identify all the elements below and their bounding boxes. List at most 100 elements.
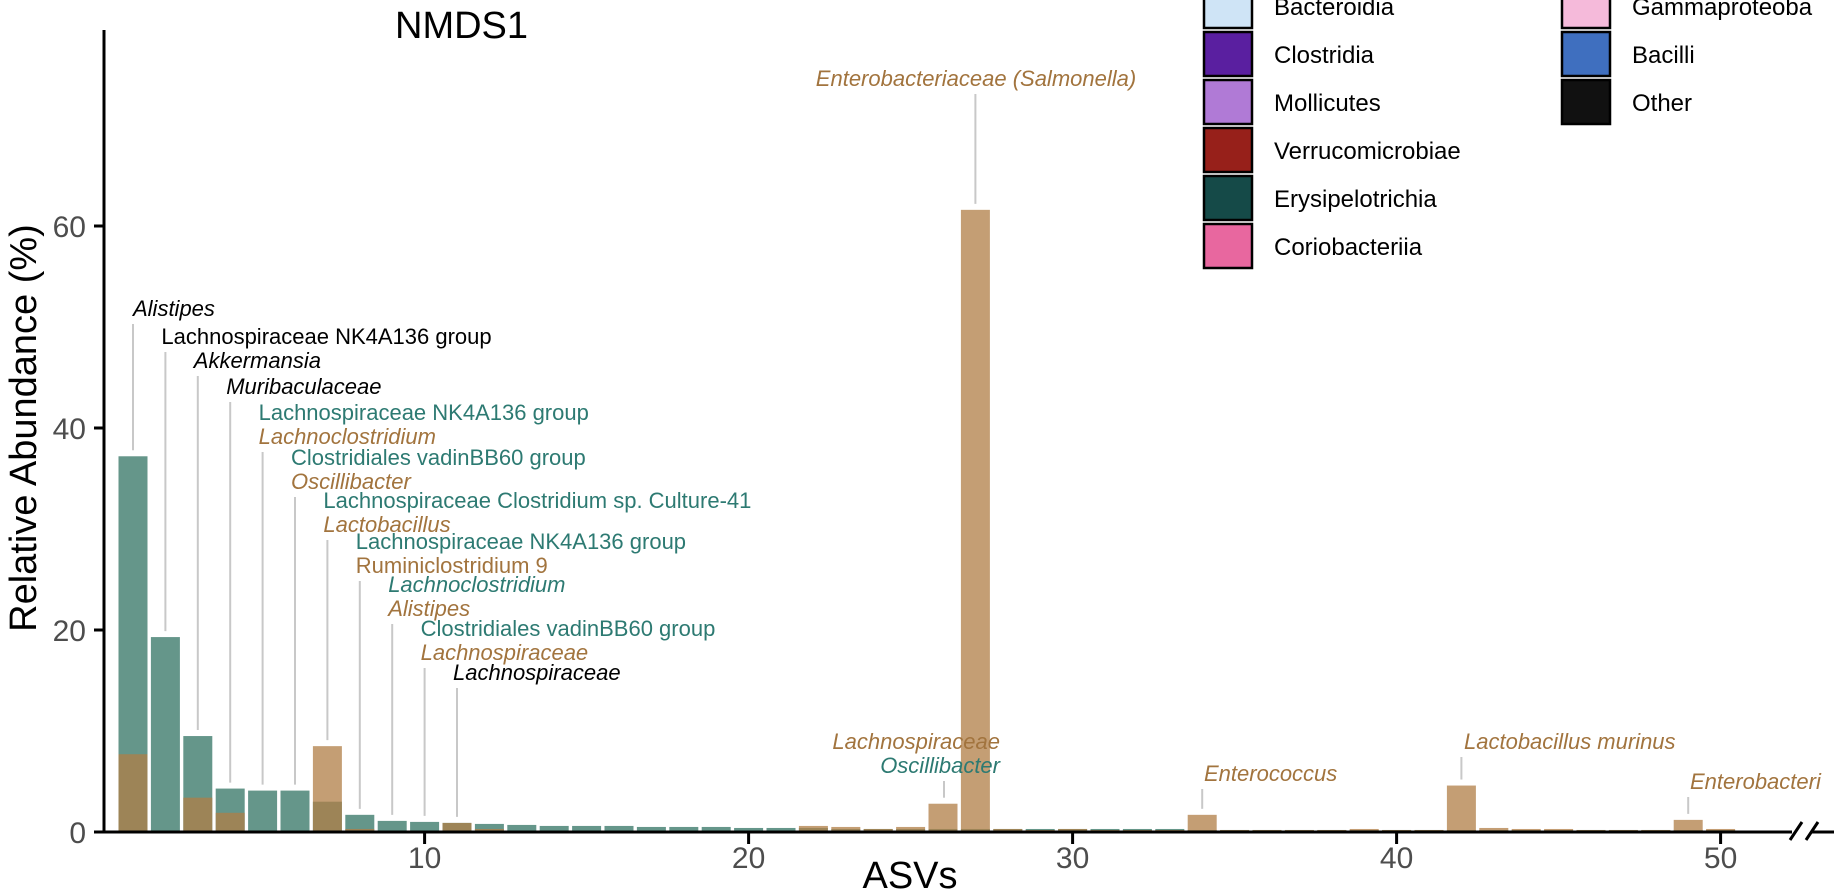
legend-label: Other: [1632, 90, 1692, 117]
bar-annotation-label: Ruminiclostridium 9: [356, 553, 548, 578]
bar-brown: [1511, 828, 1541, 832]
bar-teal: [539, 825, 569, 832]
bar-brown: [1673, 819, 1703, 832]
bar-brown: [960, 209, 990, 833]
bar-teal: [669, 826, 699, 832]
chart-title: NMDS1: [395, 5, 528, 47]
bar-brown: [863, 828, 893, 832]
bar-brown: [183, 797, 213, 832]
bar-annotation-label: Lactobacillus: [323, 512, 450, 537]
bar-brown: [1446, 785, 1476, 832]
legend-label: Erysipelotrichia: [1274, 186, 1437, 213]
legend-label: Bacilli: [1632, 42, 1695, 69]
x-ticks: 10203040502: [408, 832, 1737, 875]
bar-brown: [118, 754, 148, 832]
bar-brown: [993, 828, 1023, 832]
legend-label: Bacteroidia: [1274, 0, 1395, 21]
bar-brown: [474, 828, 504, 832]
axis-break: [1788, 821, 1834, 842]
legend-swatch: [1560, 78, 1612, 126]
bar-annotation-label: Enterobacteri: [1690, 769, 1822, 794]
bar-brown: [831, 826, 861, 832]
bar-annotation-label: Alistipes: [131, 296, 215, 321]
bar-annotation-label: Lactobacillus murinus: [1464, 729, 1676, 754]
bar-brown: [1706, 828, 1736, 832]
bar-annotation-label: Muribaculaceae: [226, 374, 381, 399]
legend-label: Mollicutes: [1274, 90, 1381, 117]
y-tick-label: 0: [69, 817, 86, 850]
y-tick-label: 20: [53, 615, 86, 648]
bar-teal: [345, 814, 375, 832]
x-tick-label: 50: [1704, 842, 1737, 875]
bar-teal: [636, 826, 666, 832]
bar-annotation-label: Lachnoclostridium: [388, 572, 565, 597]
legend-label: Verrucomicrobiae: [1274, 138, 1461, 165]
legend-swatch: [1560, 30, 1612, 78]
bar-brown: [442, 822, 472, 832]
legend-label: Coriobacteriia: [1274, 234, 1423, 261]
annotation-leaders: [132, 94, 1690, 817]
legend-label: Clostridia: [1274, 42, 1375, 69]
bar-annotation-label: Oscillibacter: [291, 469, 412, 494]
bar-annotation-label: Lachnospiraceae NK4A136 group: [356, 529, 686, 554]
legend-swatch: [1202, 78, 1254, 126]
bar-annotation-label: Lachnospiraceae: [453, 660, 621, 685]
bar-annotation-label: Alistipes: [386, 596, 470, 621]
bar-teal: [572, 825, 602, 832]
bar-annotation-label: Lachnospiraceae NK4A136 group: [259, 400, 589, 425]
x-tick-label: 40: [1380, 842, 1413, 875]
bar-brown: [1058, 828, 1088, 832]
legend-label: Gammaproteoba: [1632, 0, 1813, 21]
bar-brown: [798, 825, 828, 832]
bar-brown: [215, 812, 245, 832]
bar-brown: [928, 803, 958, 832]
y-tick-label: 40: [53, 413, 86, 446]
y-tick-label: 60: [53, 211, 86, 244]
bar-brown: [1479, 827, 1509, 832]
bar-teal: [377, 820, 407, 832]
bar-brown: [312, 746, 342, 832]
bar-brown: [896, 826, 926, 832]
bar-brown: [345, 828, 375, 832]
bar-annotation-label: Oscillibacter: [880, 753, 1001, 778]
bar-brown: [1187, 814, 1217, 832]
bar-annotation-label: Clostridiales vadinBB60 group: [291, 445, 586, 470]
bar-teal: [766, 827, 796, 832]
bar-teal: [701, 826, 731, 832]
bar-annotation-label: Enterococcus: [1204, 761, 1337, 786]
bar-annotation-label: Clostridiales vadinBB60 group: [421, 616, 716, 641]
axis-break-mark-1: [1788, 821, 1804, 841]
bar-teal: [604, 825, 634, 832]
bar-annotation-label: Akkermansia: [192, 348, 321, 373]
bar-teal: [507, 824, 537, 832]
x-tick-label: 30: [1056, 842, 1089, 875]
x-tick-label: 20: [732, 842, 765, 875]
bar-teal: [474, 823, 504, 832]
bar-annotation-label: Lachnoclostridium: [259, 424, 436, 449]
bar-teal: [150, 637, 180, 832]
bar-teal: [734, 827, 764, 832]
bar-teal: [410, 821, 440, 832]
bar-annotation-label: Lachnospiraceae: [421, 640, 589, 665]
x-axis-title: ASVs: [862, 855, 957, 894]
legend-swatch: [1202, 222, 1254, 270]
bar-annotation-label: Lachnospiraceae: [832, 729, 1000, 754]
legend-swatch: [1560, 0, 1612, 30]
legend-swatch: [1202, 174, 1254, 222]
bar-annotation-label: Lachnospiraceae NK4A136 group: [161, 324, 491, 349]
bar-teal: [280, 790, 310, 832]
bar-teal: [248, 790, 278, 832]
bar-annotation-label: Enterobacteriaceae (Salmonella): [816, 66, 1136, 91]
legend-swatch: [1202, 0, 1254, 30]
bar-brown: [1544, 828, 1574, 832]
legend-swatch: [1202, 126, 1254, 174]
bar-brown: [1349, 828, 1379, 832]
legend: Bacteroidia Clostridia Mollicutes Verrucomi…: [1202, 0, 1813, 270]
bar-annotation-label: Lachnospiraceae Clostridium sp. Culture-…: [323, 488, 751, 513]
legend-swatch: [1202, 30, 1254, 78]
y-axis-title: Relative Abundance (%): [3, 224, 45, 632]
y-ticks: 0 20 40 60: [53, 211, 104, 850]
